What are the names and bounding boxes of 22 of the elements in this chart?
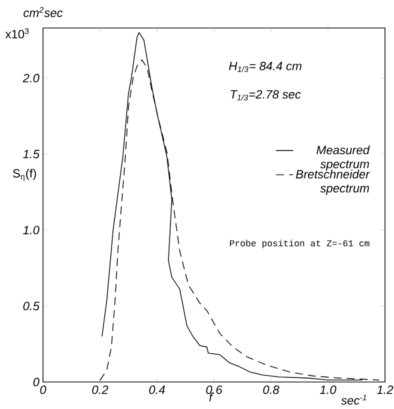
y-tick-label: 1.5: [23, 150, 40, 158]
y-axis-title: S$_{η}$(f): [13, 168, 36, 181]
legend-label: Measured spectrum: [316, 145, 370, 171]
legend-label: Bretschneider spectrum: [296, 170, 370, 195]
annotation: T$_{1/3}$=2.78 sec: [230, 90, 301, 100]
y-tick-label: 1.0: [23, 226, 40, 234]
x-tick-label: 1.2: [376, 386, 394, 394]
x-tick-label: 0: [40, 386, 46, 394]
text: x10$^{3}$: [5, 28, 29, 38]
text: cm$^{2}$sec: [24, 7, 63, 18]
text: sec$^{-1}$: [341, 394, 366, 405]
x-tick-label: 0.2: [92, 386, 108, 394]
x-tick-label: 0.4: [149, 386, 165, 394]
y-tick-label: 0.5: [23, 302, 40, 310]
y-tick-label: 0: [33, 378, 40, 386]
annotation: Probe position at Z=-61 cm: [230, 240, 370, 248]
x-tick-label: 0.8: [263, 386, 280, 394]
annotation: H$_{1/3}$= 84.4 cm: [229, 62, 302, 72]
x-tick-label: 1.0: [320, 386, 336, 394]
y-tick-label: 2.0: [22, 74, 40, 82]
x-tick-label: 0.6: [206, 386, 222, 394]
x-axis-title: f: [209, 392, 214, 402]
